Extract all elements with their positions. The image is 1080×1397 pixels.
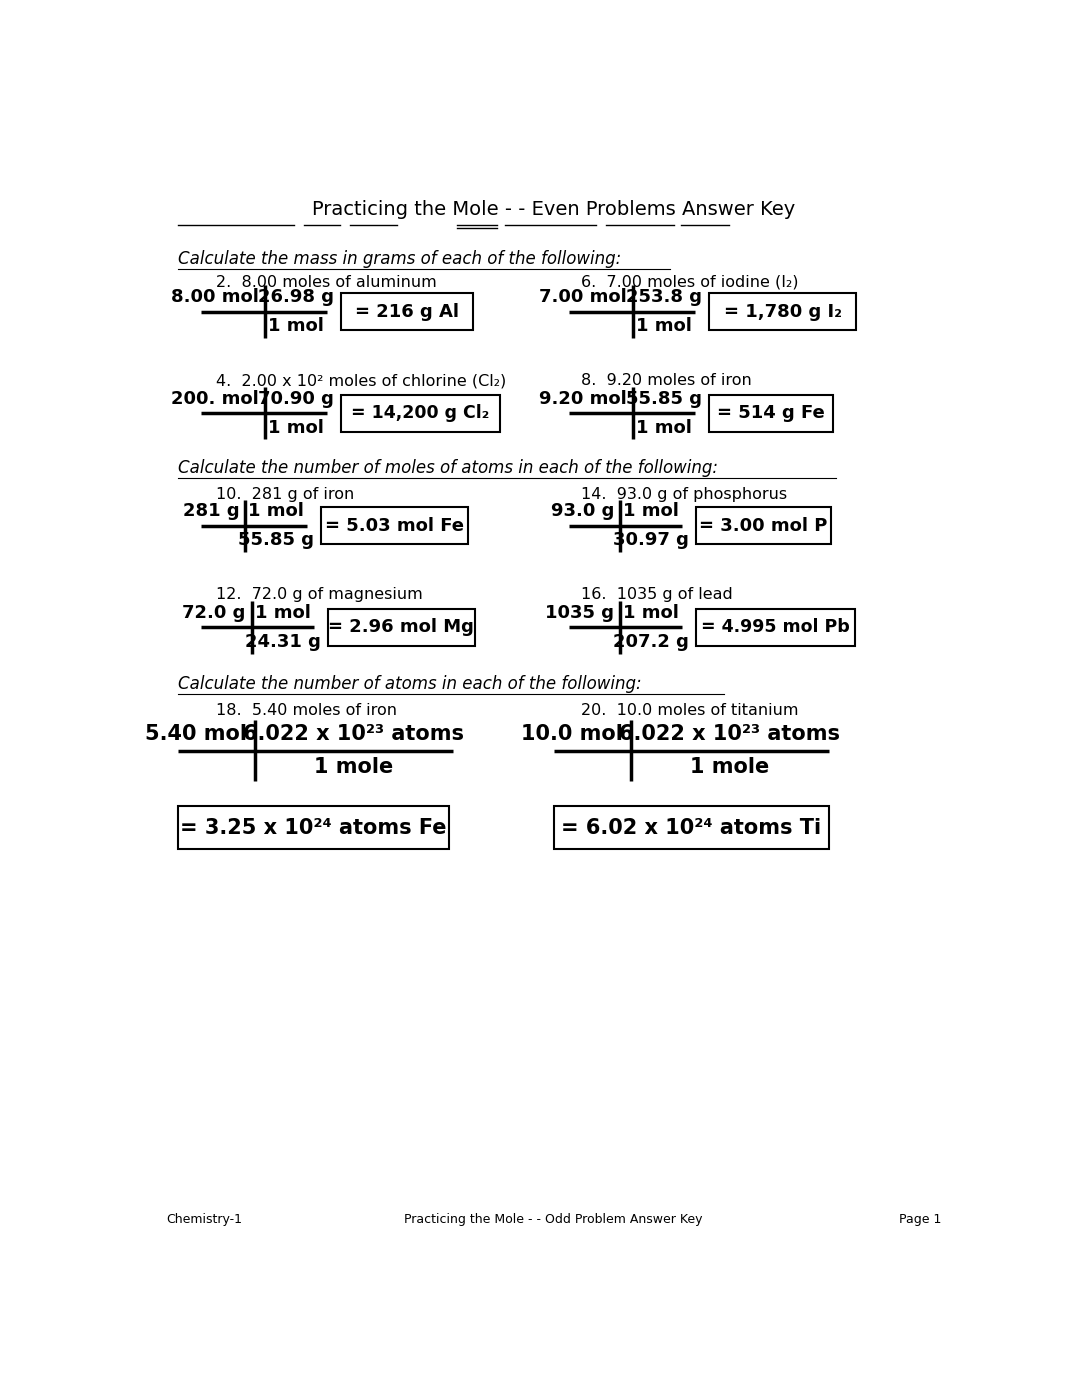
Text: = 6.02 x 10²⁴ atoms Ti: = 6.02 x 10²⁴ atoms Ti bbox=[561, 817, 821, 838]
Text: Calculate the mass in grams of each of the following:: Calculate the mass in grams of each of t… bbox=[177, 250, 621, 268]
FancyBboxPatch shape bbox=[327, 609, 475, 645]
Text: 30.97 g: 30.97 g bbox=[613, 531, 689, 549]
Text: 8.00 mol: 8.00 mol bbox=[171, 288, 259, 306]
Text: 200. mol: 200. mol bbox=[172, 390, 259, 408]
Text: = 3.00 mol P: = 3.00 mol P bbox=[700, 517, 827, 535]
Text: = 5.03 mol Fe: = 5.03 mol Fe bbox=[325, 517, 464, 535]
Text: Calculate the number of moles of atoms in each of the following:: Calculate the number of moles of atoms i… bbox=[177, 460, 717, 478]
Text: 6.022 x 10²³ atoms: 6.022 x 10²³ atoms bbox=[243, 725, 464, 745]
FancyBboxPatch shape bbox=[708, 395, 833, 432]
Text: 207.2 g: 207.2 g bbox=[613, 633, 689, 651]
Text: 10.0 mol: 10.0 mol bbox=[522, 725, 623, 745]
Text: 2.  8.00 moles of aluminum: 2. 8.00 moles of aluminum bbox=[216, 275, 437, 289]
Text: 93.0 g: 93.0 g bbox=[551, 503, 613, 520]
Text: 1 mol: 1 mol bbox=[268, 317, 324, 335]
Text: 1 mol: 1 mol bbox=[623, 503, 679, 520]
Text: = 2.96 mol Mg: = 2.96 mol Mg bbox=[328, 619, 474, 636]
Text: 1 mol: 1 mol bbox=[636, 419, 692, 437]
FancyBboxPatch shape bbox=[321, 507, 469, 545]
Text: 70.90 g: 70.90 g bbox=[258, 390, 334, 408]
Text: 5.40 mol: 5.40 mol bbox=[146, 725, 247, 745]
Text: = 4.995 mol Pb: = 4.995 mol Pb bbox=[701, 619, 850, 636]
Text: 253.8 g: 253.8 g bbox=[626, 288, 702, 306]
Text: 18.  5.40 moles of iron: 18. 5.40 moles of iron bbox=[216, 703, 397, 718]
Text: 1 mol: 1 mol bbox=[268, 419, 324, 437]
FancyBboxPatch shape bbox=[341, 395, 500, 432]
Text: 72.0 g: 72.0 g bbox=[183, 604, 246, 622]
Text: = 514 g Fe: = 514 g Fe bbox=[717, 404, 825, 422]
FancyBboxPatch shape bbox=[696, 507, 832, 545]
Text: 10.  281 g of iron: 10. 281 g of iron bbox=[216, 488, 354, 502]
Text: 12.  72.0 g of magnesium: 12. 72.0 g of magnesium bbox=[216, 587, 423, 602]
Text: 14.  93.0 g of phosphorus: 14. 93.0 g of phosphorus bbox=[581, 488, 786, 502]
Text: Page 1: Page 1 bbox=[899, 1214, 941, 1227]
Text: 20.  10.0 moles of titanium: 20. 10.0 moles of titanium bbox=[581, 703, 798, 718]
Text: 1 mol: 1 mol bbox=[248, 503, 305, 520]
FancyBboxPatch shape bbox=[554, 806, 828, 849]
Text: 1 mole: 1 mole bbox=[690, 757, 769, 777]
Text: = 14,200 g Cl₂: = 14,200 g Cl₂ bbox=[351, 404, 489, 422]
Text: = 216 g Al: = 216 g Al bbox=[354, 303, 459, 321]
Text: 55.85 g: 55.85 g bbox=[626, 390, 702, 408]
Text: Practicing the Mole - - Even Problems Answer Key: Practicing the Mole - - Even Problems An… bbox=[312, 200, 795, 219]
Text: 9.20 mol: 9.20 mol bbox=[539, 390, 627, 408]
Text: 1 mol: 1 mol bbox=[255, 604, 311, 622]
Text: 7.00 mol: 7.00 mol bbox=[539, 288, 627, 306]
Text: 281 g: 281 g bbox=[183, 503, 240, 520]
Text: Calculate the number of atoms in each of the following:: Calculate the number of atoms in each of… bbox=[177, 675, 642, 693]
Text: 1 mole: 1 mole bbox=[314, 757, 393, 777]
Text: 6.  7.00 moles of iodine (I₂): 6. 7.00 moles of iodine (I₂) bbox=[581, 275, 798, 289]
Text: 1 mol: 1 mol bbox=[636, 317, 692, 335]
Text: 8.  9.20 moles of iron: 8. 9.20 moles of iron bbox=[581, 373, 752, 388]
Text: = 1,780 g I₂: = 1,780 g I₂ bbox=[724, 303, 841, 321]
Text: 26.98 g: 26.98 g bbox=[258, 288, 334, 306]
Text: 4.  2.00 x 10² moles of chlorine (Cl₂): 4. 2.00 x 10² moles of chlorine (Cl₂) bbox=[216, 373, 507, 388]
FancyBboxPatch shape bbox=[177, 806, 449, 849]
FancyBboxPatch shape bbox=[708, 293, 856, 330]
Text: Chemistry-1: Chemistry-1 bbox=[166, 1214, 242, 1227]
Text: 55.85 g: 55.85 g bbox=[239, 531, 314, 549]
Text: 1 mol: 1 mol bbox=[623, 604, 679, 622]
Text: 6.022 x 10²³ atoms: 6.022 x 10²³ atoms bbox=[619, 725, 840, 745]
Text: Practicing the Mole - - Odd Problem Answer Key: Practicing the Mole - - Odd Problem Answ… bbox=[404, 1214, 703, 1227]
Text: = 3.25 x 10²⁴ atoms Fe: = 3.25 x 10²⁴ atoms Fe bbox=[180, 817, 446, 838]
Text: 1035 g: 1035 g bbox=[545, 604, 613, 622]
Text: 24.31 g: 24.31 g bbox=[245, 633, 321, 651]
FancyBboxPatch shape bbox=[341, 293, 473, 330]
FancyBboxPatch shape bbox=[696, 609, 854, 645]
Text: 16.  1035 g of lead: 16. 1035 g of lead bbox=[581, 587, 732, 602]
